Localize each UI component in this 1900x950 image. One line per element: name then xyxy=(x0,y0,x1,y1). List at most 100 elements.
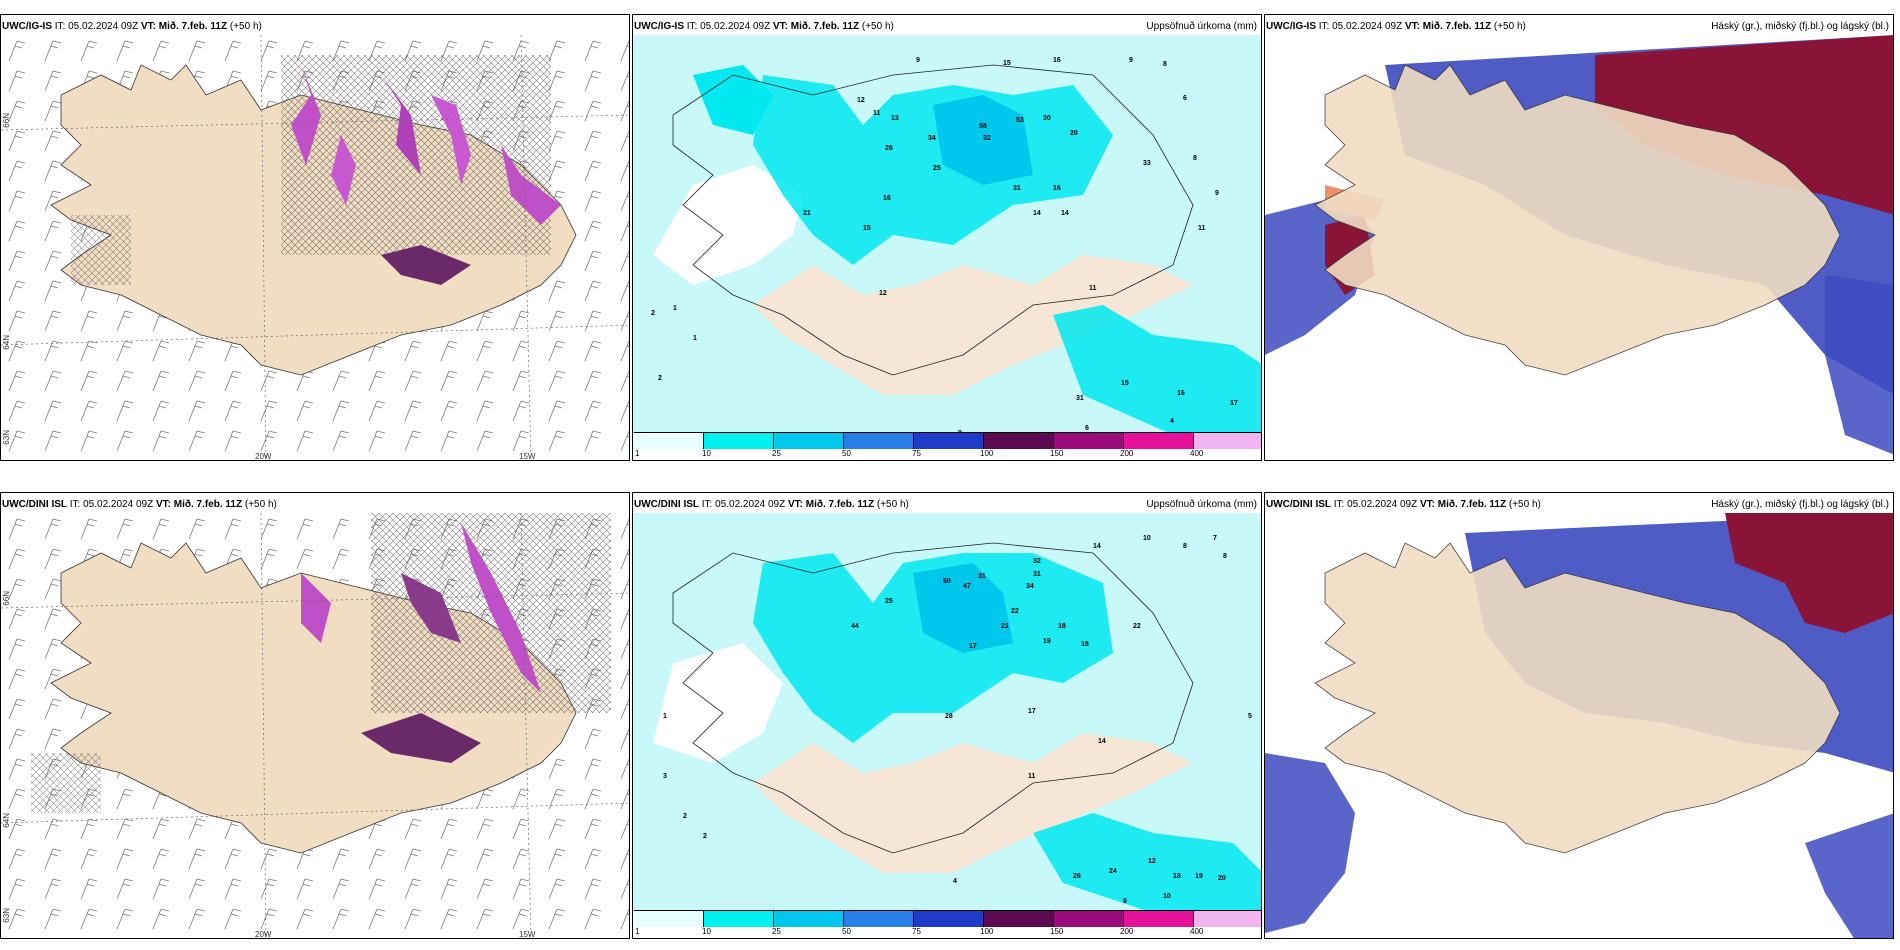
map-panel-dini-precip: UWC/DINI ISL IT: 05.02.2024 09Z VT: Mið.… xyxy=(632,492,1262,939)
panel-title: UWC/DINI ISL IT: 05.02.2024 09Z VT: Mið.… xyxy=(1266,499,1541,510)
panel-product: Háský (gr.), miðský (fj.bl.) og lágský (… xyxy=(1711,21,1889,32)
precip-label: 1 xyxy=(673,305,677,312)
precip-label: 11 xyxy=(1089,285,1097,292)
precip-label: 10 xyxy=(1163,893,1171,900)
colorbar-swatch xyxy=(1054,433,1124,449)
precip-label: 13 xyxy=(891,115,899,122)
precip-label: 18 xyxy=(1081,641,1089,648)
colorbar-swatch xyxy=(914,911,984,927)
precip-colorbar: 1 10 25 50 75 100 150 200 400 xyxy=(634,910,1261,937)
precip-label: 19 xyxy=(1195,873,1203,880)
map-panel-dini-wind-snow: UWC/DINI ISL IT: 05.02.2024 09Z VT: Mið.… xyxy=(0,492,630,939)
precip-label: 9 xyxy=(1215,190,1219,197)
precip-label: 12 xyxy=(1148,858,1156,865)
precip-label: 25 xyxy=(885,598,893,605)
precip-label: 21 xyxy=(1001,623,1009,630)
precip-label: 31 xyxy=(1033,571,1041,578)
precip-label: 7 xyxy=(1213,535,1217,542)
precip-label: 26 xyxy=(885,145,893,152)
precip-label: 33 xyxy=(1143,160,1151,167)
precip-label: 16 xyxy=(883,195,891,202)
precip-label: 9 xyxy=(916,57,920,64)
colorbar-label: 200 xyxy=(1120,927,1134,936)
precip-label: 1 xyxy=(663,713,667,720)
colorbar-swatch xyxy=(1054,911,1124,927)
map-area xyxy=(1265,35,1893,460)
panel-product: Háský (gr.), miðský (fj.bl.) og lágský (… xyxy=(1711,499,1889,510)
precip-label: 17 xyxy=(1230,400,1238,407)
colorbar-label: 50 xyxy=(842,449,851,458)
precip-label: 6 xyxy=(1183,95,1187,102)
colorbar-swatch xyxy=(1124,911,1194,927)
colorbar-label: 1 xyxy=(635,927,640,936)
precip-label: 24 xyxy=(1109,868,1117,875)
precip-label: 34 xyxy=(928,135,936,142)
panel-title: UWC/DINI ISL IT: 05.02.2024 09Z VT: Mið.… xyxy=(634,499,909,510)
map-panel-ig-clouds: UWC/IG-IS IT: 05.02.2024 09Z VT: Mið. 7.… xyxy=(1264,14,1894,461)
precip-label: 16 xyxy=(1053,185,1061,192)
precip-label: 16 xyxy=(1053,57,1061,64)
colorbar-label: 150 xyxy=(1050,449,1064,458)
precip-label: 2 xyxy=(703,833,707,840)
precip-label: 14 xyxy=(1093,543,1101,550)
panel-title: UWC/IG-IS IT: 05.02.2024 09Z VT: Mið. 7.… xyxy=(2,21,262,32)
precip-label: 15 xyxy=(1003,60,1011,67)
precip-label: 8 xyxy=(1183,543,1187,550)
panel-title: UWC/DINI ISL IT: 05.02.2024 09Z VT: Mið.… xyxy=(2,499,277,510)
precip-label: 14 xyxy=(1033,210,1041,217)
precip-label: 15 xyxy=(1121,380,1129,387)
precip-label: 11 xyxy=(1198,225,1206,232)
colorbar-label: 10 xyxy=(702,927,711,936)
colorbar-swatch xyxy=(774,433,844,449)
colorbar-label: 100 xyxy=(980,927,994,936)
panel-product: Uppsöfnuð úrkoma (mm) xyxy=(1146,21,1257,32)
colorbar-swatch xyxy=(844,433,914,449)
precip-label: 44 xyxy=(851,623,859,630)
colorbar-label: 25 xyxy=(772,449,781,458)
precip-label: 31 xyxy=(1013,185,1021,192)
precip-label: 34 xyxy=(1026,583,1034,590)
precip-label: 5 xyxy=(1248,713,1252,720)
precip-colorbar: 1 10 25 50 75 100 150 200 400 xyxy=(634,432,1261,459)
precip-label: 12 xyxy=(857,97,865,104)
precip-label: 8 xyxy=(1163,61,1167,68)
precip-label: 15 xyxy=(863,225,871,232)
colorbar-swatch xyxy=(634,433,704,449)
map-panel-dini-clouds: UWC/DINI ISL IT: 05.02.2024 09Z VT: Mið.… xyxy=(1264,492,1894,939)
precip-label: 31 xyxy=(1076,395,1084,402)
precip-label: 6 xyxy=(1123,898,1127,905)
precip-label: 3 xyxy=(663,773,667,780)
lon-label-15w: 15W xyxy=(519,930,536,939)
precip-label: 32 xyxy=(983,135,991,142)
map-area: 20W 15W 66N 64N 63N xyxy=(1,513,629,939)
colorbar-label: 200 xyxy=(1120,449,1134,458)
precip-label: 21 xyxy=(803,210,811,217)
colorbar-swatch xyxy=(1124,433,1194,449)
precip-label: 31 xyxy=(978,573,986,580)
colorbar-swatch xyxy=(844,911,914,927)
precip-label: 17 xyxy=(1028,708,1036,715)
precip-label: 18 xyxy=(1058,623,1066,630)
lat-label-63n: 63N xyxy=(2,908,11,923)
precip-label: 16 xyxy=(1177,390,1185,397)
precip-label: 28 xyxy=(945,713,953,720)
precip-label: 6 xyxy=(1085,425,1089,432)
map-area xyxy=(1265,513,1893,938)
map-panel-ig-precip: UWC/IG-IS IT: 05.02.2024 09Z VT: Mið. 7.… xyxy=(632,14,1262,461)
colorbar-swatch xyxy=(634,911,704,927)
colorbar-label: 75 xyxy=(912,449,921,458)
precip-label: 17 xyxy=(969,643,977,650)
colorbar-swatch xyxy=(984,911,1054,927)
precip-label: 2 xyxy=(651,310,655,317)
precip-label: 4 xyxy=(1170,418,1174,425)
colorbar-label: 50 xyxy=(842,927,851,936)
precip-label: 2 xyxy=(658,375,662,382)
colorbar-label: 1 xyxy=(635,449,640,458)
precip-label: 11 xyxy=(1028,773,1036,780)
colorbar-label: 75 xyxy=(912,927,921,936)
panel-title: UWC/IG-IS IT: 05.02.2024 09Z VT: Mið. 7.… xyxy=(634,21,894,32)
precip-label: 14 xyxy=(1061,210,1069,217)
lon-label-20w: 20W xyxy=(255,452,272,461)
precip-label: 30 xyxy=(1043,115,1051,122)
colorbar-swatch xyxy=(704,433,774,449)
